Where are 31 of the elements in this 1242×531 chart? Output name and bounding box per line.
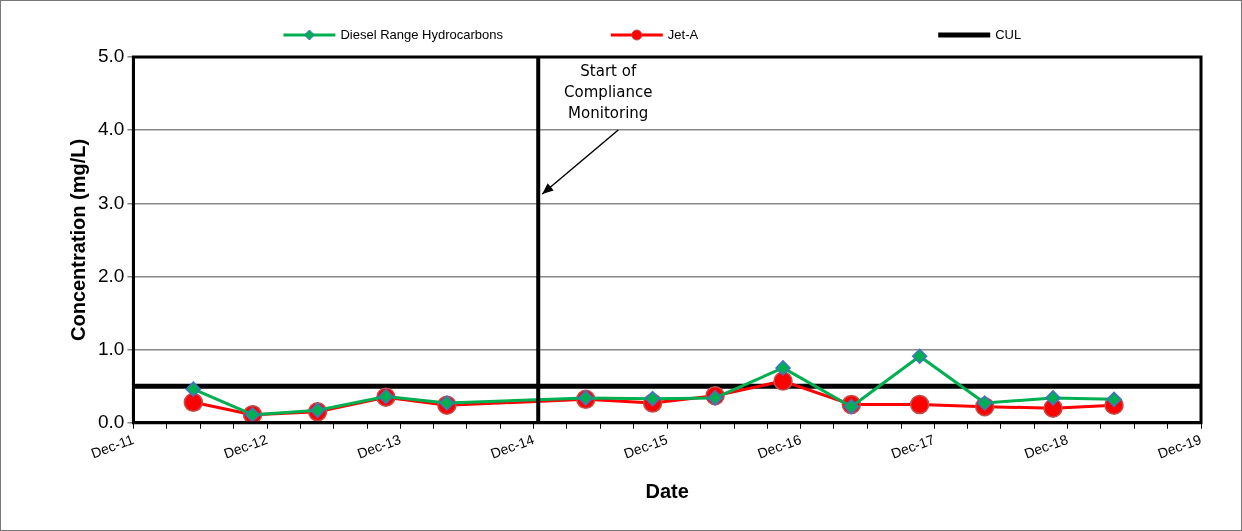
legend-label: Jet-A	[667, 26, 699, 42]
point	[909, 394, 930, 415]
x-tick-label: Dec-14	[488, 431, 537, 462]
y-axis-title: Concentration (mg/L)	[66, 138, 89, 341]
y-tick-label: 5.0	[97, 45, 125, 67]
y-tick-label: 1.0	[97, 337, 125, 359]
y-tick-label: 4.0	[97, 118, 125, 140]
point	[185, 381, 202, 397]
point	[773, 371, 793, 391]
x-axis-title: Date	[645, 479, 689, 502]
point	[1045, 390, 1061, 406]
point	[707, 390, 723, 406]
x-tick-label: Dec-19	[1155, 431, 1204, 462]
y-tick-label: 3.0	[97, 191, 125, 213]
x-tick-label: Dec-12	[221, 431, 270, 462]
x-tick-label: Dec-16	[755, 431, 804, 462]
y-tick-label: 0.0	[97, 411, 125, 433]
point	[976, 395, 993, 411]
point	[911, 348, 928, 364]
point	[775, 360, 791, 376]
x-tick-label: Dec-18	[1022, 431, 1071, 462]
point	[644, 390, 661, 407]
legend-label: Diesel Range Hydrocarbons	[340, 26, 504, 42]
x-tick-label: Dec-11	[88, 431, 136, 462]
annotation: Start of Compliance Monitoring	[564, 62, 653, 123]
point	[1106, 391, 1122, 408]
point	[183, 392, 204, 413]
x-tick-label: Dec-13	[354, 431, 404, 462]
legend-label: CUL	[995, 26, 1022, 42]
x-tick-label: Dec-15	[621, 431, 670, 462]
y-tick-label: 2.0	[97, 264, 125, 286]
